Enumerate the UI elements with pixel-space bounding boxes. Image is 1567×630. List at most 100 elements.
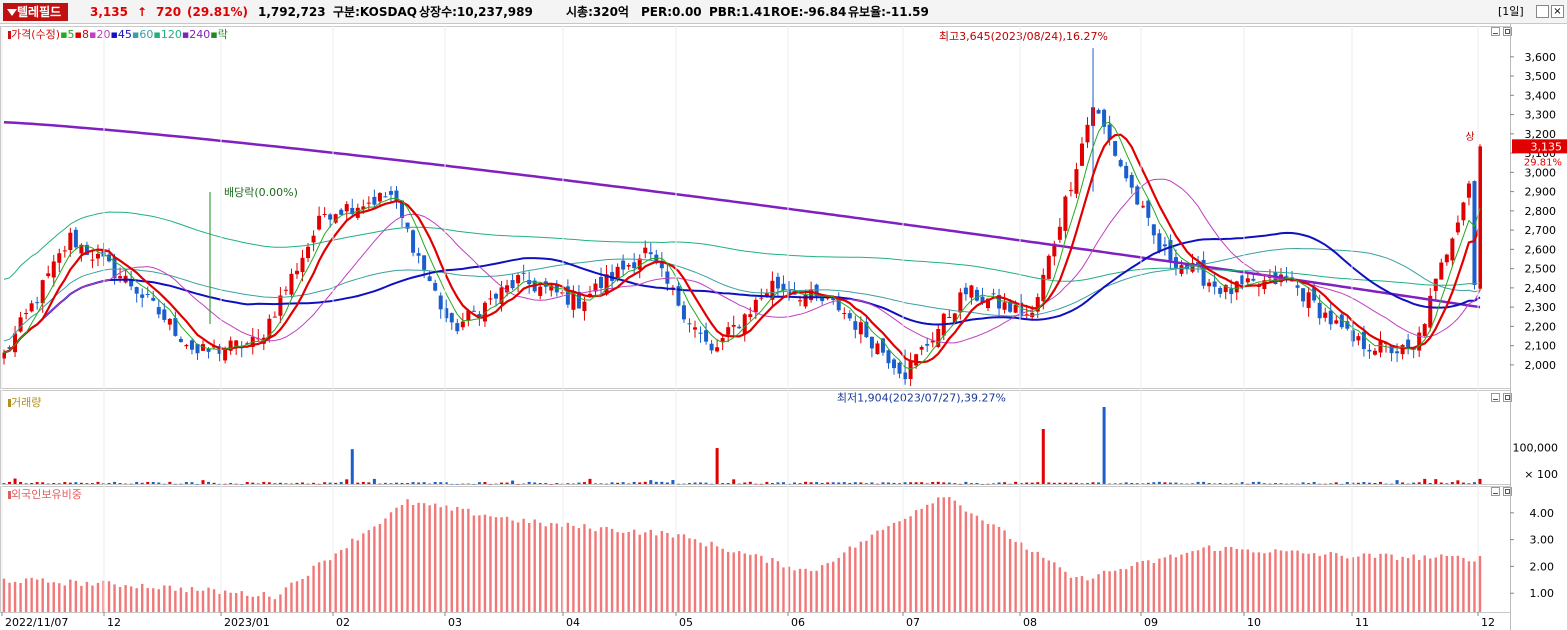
volume-bar: [417, 482, 421, 484]
volume-bar: [1152, 482, 1156, 484]
volume-bar: [864, 483, 868, 484]
foreign-bar: [1467, 561, 1471, 612]
candle-body: [1350, 330, 1355, 342]
volume-bar: [190, 482, 194, 484]
price-panel-maximize-button[interactable]: [1503, 27, 1512, 36]
foreign-bar: [1125, 569, 1128, 612]
candle-body: [1024, 314, 1029, 316]
foreign-bar: [583, 524, 586, 612]
foreign-bar: [445, 505, 448, 612]
volume-bar: [96, 481, 100, 484]
candle-body: [289, 273, 294, 295]
candle-body: [737, 326, 742, 329]
volume-bar: [1080, 483, 1084, 484]
volume-bar: [151, 481, 155, 484]
foreign-bar: [555, 523, 559, 612]
volume-bar: [964, 481, 968, 484]
candle-body: [1118, 160, 1123, 167]
legend-item-2: ▪8: [74, 28, 90, 41]
candle-body: [842, 312, 847, 314]
volume-bar: [886, 482, 890, 484]
volume-bar: [859, 482, 863, 484]
foreign-bar: [970, 513, 973, 612]
foreign-bar: [378, 523, 382, 612]
restore-button[interactable]: [1536, 5, 1549, 18]
quote-header: 텔레필드 3,135 ↑ 720 (29.81%) 1,792,723 구분:K…: [0, 0, 1567, 24]
period-selector[interactable]: [1일]: [1498, 5, 1524, 18]
foreign-bar: [1307, 553, 1310, 612]
volume-bar: [1135, 483, 1139, 484]
volume-bar: [240, 483, 244, 485]
close-button[interactable]: ×: [1551, 5, 1564, 18]
foreign-bar: [754, 554, 758, 612]
volume-bar: [19, 482, 23, 484]
foreign-bar: [1080, 576, 1084, 612]
stock-name: 텔레필드: [17, 5, 62, 19]
foreign-bar: [533, 519, 536, 612]
dropdown-triangle-icon[interactable]: [7, 9, 17, 16]
dividend-annotation: 배당락(0.00%): [224, 186, 298, 199]
foreign-bar: [1434, 557, 1437, 612]
candle-body: [189, 340, 194, 350]
candle-body: [1367, 349, 1372, 352]
price-y-tick-label-13: 3,300: [1525, 109, 1557, 122]
foreign-bar: [1279, 550, 1283, 612]
candle-body: [781, 283, 786, 291]
volume-bar: [146, 481, 150, 484]
volume-bar: [30, 483, 34, 484]
foreign-bar: [334, 553, 337, 612]
legend-item-5: ▪60: [131, 28, 154, 41]
candle-body: [317, 215, 322, 230]
volume-bar: [942, 482, 946, 484]
foreign-bar: [1053, 562, 1056, 612]
candle-body: [1455, 222, 1460, 233]
retention: 유보율:-11.59: [848, 5, 929, 19]
foreign-bar: [1417, 559, 1421, 612]
candle-body: [1212, 281, 1217, 287]
foreign-bar: [201, 590, 205, 612]
volume-bar: [1434, 479, 1438, 484]
volume-bar: [1307, 483, 1311, 484]
volume-bar: [726, 483, 730, 484]
volume-bar: [1213, 483, 1217, 485]
stock-chart[interactable]: 2,000 2,100 2,200 2,300 2,400 2,500 2,600 2,700…: [0, 24, 1567, 630]
volume-bar: [306, 483, 310, 485]
foreign-panel-maximize-button[interactable]: [1503, 487, 1512, 496]
candle-body: [1417, 332, 1422, 351]
volume-bar: [1235, 483, 1239, 485]
volume-panel-maximize-button[interactable]: [1503, 393, 1512, 402]
volume-bar: [207, 481, 211, 484]
volume-bar: [804, 481, 808, 484]
volume-panel-minimize-button[interactable]: [1491, 393, 1500, 402]
foreign-bar: [417, 502, 420, 612]
candle-body: [57, 253, 62, 263]
foreign-bar: [1185, 552, 1189, 612]
candle-body: [400, 200, 405, 218]
foreign-panel-minimize-button[interactable]: [1491, 487, 1500, 496]
candle-body: [1218, 287, 1223, 294]
volume-bar: [1329, 483, 1333, 484]
price-panel-minimize-button[interactable]: [1491, 27, 1500, 36]
candle-body: [1323, 312, 1328, 318]
volume-bar: [759, 483, 763, 485]
candle-body: [333, 214, 338, 223]
candle-body: [1245, 278, 1250, 283]
candle-body: [427, 276, 432, 282]
legend-item-8: ▪락: [210, 28, 228, 41]
volume-bar: [632, 481, 636, 484]
foreign-bar: [13, 581, 17, 612]
foreign-bar: [163, 585, 166, 612]
candle-body: [1135, 186, 1140, 205]
volume-bar: [776, 482, 780, 484]
candle-body: [1140, 205, 1145, 208]
candle-body: [1196, 262, 1201, 266]
volume-bar: [826, 482, 830, 484]
candle-body: [40, 280, 45, 304]
volume-bar: [251, 482, 255, 484]
volume-bar: [837, 482, 841, 484]
foreign-bar: [179, 587, 183, 612]
candle-body: [1234, 281, 1239, 293]
volume-bar: [980, 483, 984, 485]
stock-name-button[interactable]: 텔레필드: [3, 3, 69, 21]
foreign-bar: [892, 522, 896, 612]
